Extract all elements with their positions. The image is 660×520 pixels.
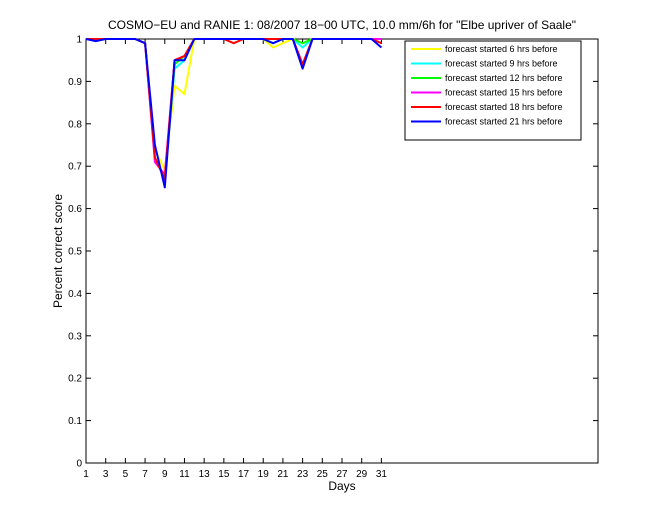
x-tick-label: 21 <box>277 469 289 480</box>
x-tick-label: 31 <box>376 469 388 480</box>
x-tick-label: 17 <box>238 469 250 480</box>
series-lines <box>85 38 383 189</box>
plot-area: 1 3 5 7 9 11 13 15 17 19 21 23 25 27 29 3100.10.20.30.4… <box>68 35 599 480</box>
y-tick-label: 1 <box>76 35 82 46</box>
legend-label-5: forecast started 18 hrs before <box>445 102 563 112</box>
x-tick-label: 15 <box>218 469 230 480</box>
legend: forecast started 6 hrs before forecast st… <box>404 40 582 141</box>
x-tick-label: 7 <box>142 469 148 480</box>
y-tick-label: 0.6 <box>68 204 82 215</box>
y-tick-label: 0 <box>76 459 82 470</box>
legend-label-6: forecast started 21 hrs before <box>445 117 563 127</box>
x-tick-label: 11 <box>179 469 190 480</box>
x-tick-label: 29 <box>356 469 368 480</box>
legend-label-1: forecast started 6 hrs before <box>445 44 558 54</box>
x-tick-label: 23 <box>297 469 309 480</box>
y-tick-label: 0.2 <box>68 374 82 385</box>
x-axis-title: Days <box>328 479 355 493</box>
y-axis-title: Percent correct score <box>51 194 65 308</box>
y-tick-label: 0.5 <box>68 247 82 258</box>
legend-label-3: forecast started 12 hrs before <box>445 73 563 83</box>
y-tick-label: 0.3 <box>68 331 82 342</box>
x-tick-label: 5 <box>123 469 129 480</box>
y-tick-label: 0.4 <box>68 289 82 300</box>
y-tick-label: 0.7 <box>68 162 82 173</box>
y-tick-label: 0.9 <box>68 77 82 88</box>
chart-title: COSMO−EU and RANIE 1: 08/2007 18−00 UTC,… <box>108 18 576 32</box>
x-tick-label: 25 <box>317 469 329 480</box>
legend-label-4: forecast started 15 hrs before <box>445 88 563 98</box>
x-tick-label: 19 <box>258 469 270 480</box>
x-tick-label: 13 <box>199 469 211 480</box>
series-line-6 <box>85 38 383 189</box>
legend-label-2: forecast started 9 hrs before <box>445 59 558 69</box>
x-tick-label: 9 <box>162 469 168 480</box>
y-tick-label: 0.8 <box>68 119 82 130</box>
x-tick-label: 27 <box>336 469 348 480</box>
x-tick-label: 3 <box>103 469 109 480</box>
x-tick-label: 1 <box>83 469 89 480</box>
legend-box <box>404 40 582 141</box>
y-tick-label: 0.1 <box>68 416 82 427</box>
